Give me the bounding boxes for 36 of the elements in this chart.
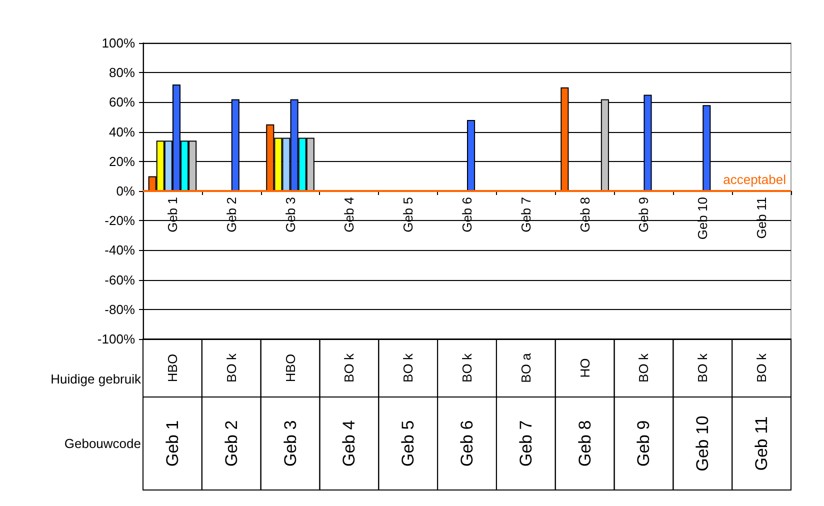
x-tick-label: Geb 6 xyxy=(458,420,476,467)
text: HBO xyxy=(164,354,180,382)
x-tick-label: Geb 1 xyxy=(162,420,182,467)
x-tick-label: Geb 8 xyxy=(575,420,594,467)
y-tick-label: 20% xyxy=(108,154,136,169)
ref-line-label: acceptabel xyxy=(723,172,786,187)
y-tick-label: 40% xyxy=(108,124,136,140)
text: BO k xyxy=(342,353,357,382)
y-tick-label: -100% xyxy=(97,332,136,346)
text: BO k xyxy=(754,353,770,382)
y-tick-label: -20% xyxy=(104,213,136,228)
x-tick-label: Geb 5 xyxy=(398,420,418,467)
text: Huidige gebruik xyxy=(50,372,142,386)
y-tick-label: -40% xyxy=(104,242,136,258)
text: BO k xyxy=(695,353,710,382)
text: BO k xyxy=(636,353,652,382)
x-tick-label: Geb 9 xyxy=(634,420,654,467)
y-tick-label: -80% xyxy=(104,302,136,317)
y-tick-label: -60% xyxy=(104,272,136,288)
text: BO a xyxy=(518,352,534,383)
text: Gebouwcode xyxy=(64,436,141,451)
x-tick-label: Geb 4 xyxy=(340,420,359,467)
text: BO k xyxy=(400,353,416,382)
x-tick-label: Geb 2 xyxy=(222,420,241,467)
y-tick-label: 80% xyxy=(108,65,136,80)
x-tick-label: Geb 10 xyxy=(693,416,712,472)
x-tick-label: Geb 7 xyxy=(516,420,536,467)
y-tick-label: 60% xyxy=(108,94,136,110)
text: BO k xyxy=(460,353,474,382)
y-tick-label: 100% xyxy=(102,36,136,50)
text: HO xyxy=(577,358,592,378)
text: HBO xyxy=(282,354,298,382)
x-tick-label: Geb 3 xyxy=(280,420,300,467)
x-tick-label: Geb 11 xyxy=(752,416,772,471)
text: BO k xyxy=(224,353,239,382)
y-tick-label: 0% xyxy=(116,184,136,198)
